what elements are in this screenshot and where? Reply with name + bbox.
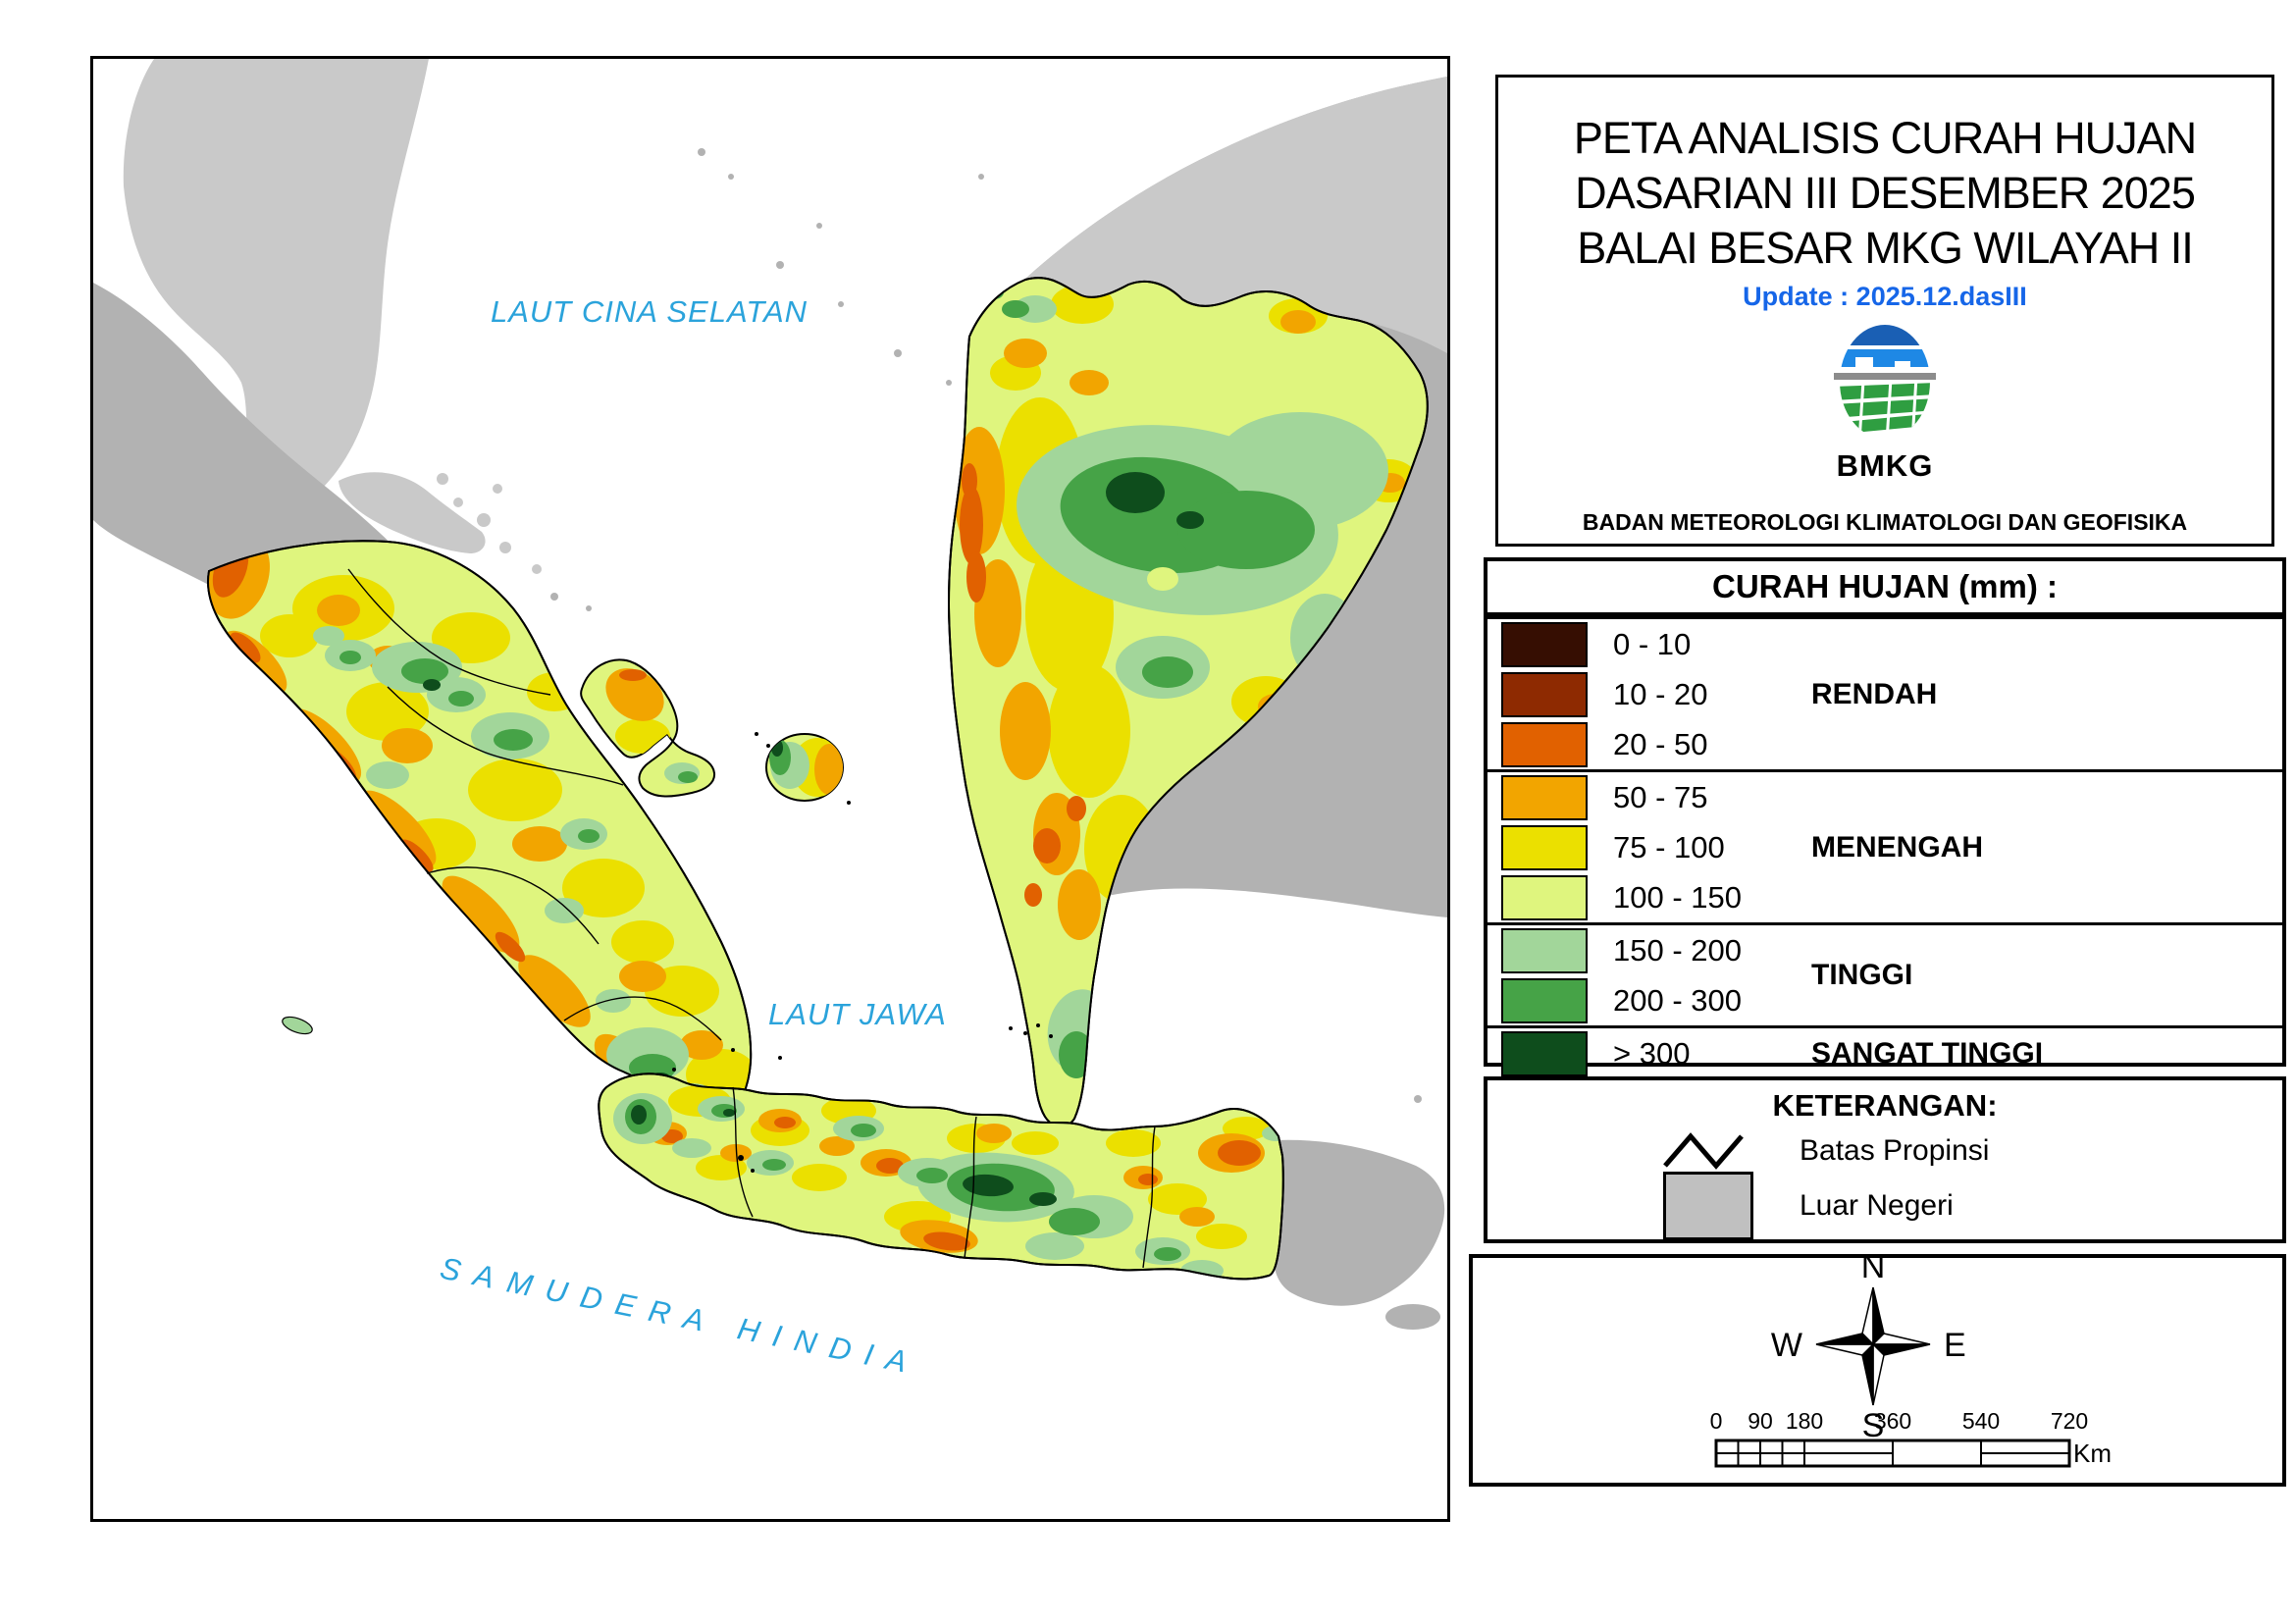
zigzag-line-icon [1644,1130,1772,1172]
scale-tick: 0 [1710,1408,1723,1434]
legend-row: 50 - 75 [1487,772,2282,822]
legend-range: 20 - 50 [1613,726,1708,761]
keterangan-label: Batas Propinsi [1800,1134,1990,1167]
title-panel: PETA ANALISIS CURAH HUJAN DASARIAN III D… [1495,75,2274,547]
keterangan-panel: KETERANGAN: Batas Propinsi Luar Negeri [1484,1076,2286,1243]
keterangan-item-luar: Luar Negeri [1487,1172,2282,1240]
legend-group-rendah: 0 - 10 10 - 20 20 - 50 RENDAH [1487,616,2282,769]
legend-row: > 300 [1487,1028,2282,1078]
legend-category-label: SANGAT TINGGI [1811,1036,2044,1070]
compass-rose-icon: N S E W [1771,1258,1966,1444]
map-title-line1: PETA ANALISIS CURAH HUJAN [1573,113,2197,163]
legend-range: 100 - 150 [1613,879,1742,915]
compass-scale-panel: N S E W 0 90 180 360 540 720 [1469,1254,2286,1487]
compass-east-label: E [1944,1327,1966,1364]
legend-row: 200 - 300 [1487,975,2282,1025]
legend-row: 100 - 150 [1487,872,2282,922]
bmkg-logo: BMKG [1498,322,2271,484]
gray-box-icon [1644,1172,1772,1240]
tiny-islets [282,732,1053,1173]
update-date: Update : 2025.12.dasIII [1743,282,2027,311]
scale-tick: 90 [1748,1408,1773,1434]
legend-category-label: TINGGI [1811,959,1913,991]
legend-swatch [1501,774,1588,820]
legend-swatch [1501,721,1588,767]
bmkg-logo-text: BMKG [1836,448,1934,483]
java-island [598,1073,1445,1330]
label-laut-cina-selatan: LAUT CINA SELATAN [491,294,808,329]
scale-tick: 540 [1962,1408,2000,1434]
map-frame: LAUT CINA SELATAN LAUT JAWA SAMUDERA HIN… [90,56,1450,1522]
belitung-island [765,733,844,802]
legend-swatch [1501,977,1588,1023]
legend-range: > 300 [1613,1035,1691,1071]
legend-category-label: MENENGAH [1811,830,1984,864]
legend-swatch [1501,1030,1588,1076]
legend-row: 75 - 100 [1487,822,2282,872]
legend-group-sangat-tinggi: > 300 SANGAT TINGGI [1487,1025,2282,1078]
legend-row: 20 - 50 [1487,719,2282,769]
legend-swatch [1501,671,1588,717]
map-canvas: LAUT CINA SELATAN LAUT JAWA SAMUDERA HIN… [93,59,1447,1519]
legend-range: 200 - 300 [1613,982,1742,1018]
legend-panel: CURAH HUJAN (mm) : 0 - 10 10 - 20 20 - 5… [1484,557,2286,1076]
compass-north-label: N [1861,1258,1886,1285]
scale-tick: 720 [2051,1408,2088,1434]
agency-name: BADAN METEOROLOGI KLIMATOLOGI DAN GEOFIS… [1582,509,2188,535]
legend-group-menengah: 50 - 75 75 - 100 100 - 150 MENENGAH [1487,769,2282,922]
compass-scale-graphic: N S E W 0 90 180 360 540 720 [1710,1258,2112,1468]
legend-range: 10 - 20 [1613,676,1708,711]
legend-range: 0 - 10 [1613,626,1692,661]
keterangan-label: Luar Negeri [1800,1189,1954,1222]
scale-tick: 180 [1786,1408,1823,1434]
legend-swatch [1501,874,1588,920]
legend-category-label: RENDAH [1811,677,1938,710]
keterangan-item-batas: Batas Propinsi [1487,1124,2282,1178]
legend-row: 0 - 10 [1487,619,2282,669]
sarawak-foreign [969,77,1447,353]
map-title-line2: DASARIAN III DESEMBER 2025 [1575,168,2196,218]
keterangan-title: KETERANGAN: [1772,1088,1998,1123]
map-title-line3: BALAI BESAR MKG WILAYAH II [1577,223,2194,273]
bangka-island [580,658,716,798]
legend-swatch [1501,621,1588,667]
scale-tick: 360 [1874,1408,1911,1434]
legend-range: 150 - 200 [1613,932,1742,968]
sumatra-province-borders [347,568,722,1041]
legend-range: 50 - 75 [1613,779,1708,814]
legend-row: 10 - 20 [1487,669,2282,719]
legend-row: 150 - 200 [1487,925,2282,975]
legend-group-tinggi: 150 - 200 200 - 300 TINGGI [1487,922,2282,1025]
east-java-outside-region [1273,1139,1445,1306]
bmkg-logo-icon [1834,325,1936,439]
scale-unit-label: Km [2073,1439,2112,1468]
legend-swatch [1501,927,1588,973]
legend-title: CURAH HUJAN (mm) : [1487,561,2282,616]
compass-south-label: S [1862,1407,1885,1444]
compass-west-label: W [1771,1327,1802,1364]
label-laut-jawa: LAUT JAWA [768,997,947,1031]
scale-bar: 0 90 180 360 540 720 Km [1710,1408,2112,1468]
legend-range: 75 - 100 [1613,829,1725,864]
malaysia-peninsula [123,59,542,574]
java-province-borders [732,1086,1156,1269]
legend-swatch [1501,824,1588,870]
